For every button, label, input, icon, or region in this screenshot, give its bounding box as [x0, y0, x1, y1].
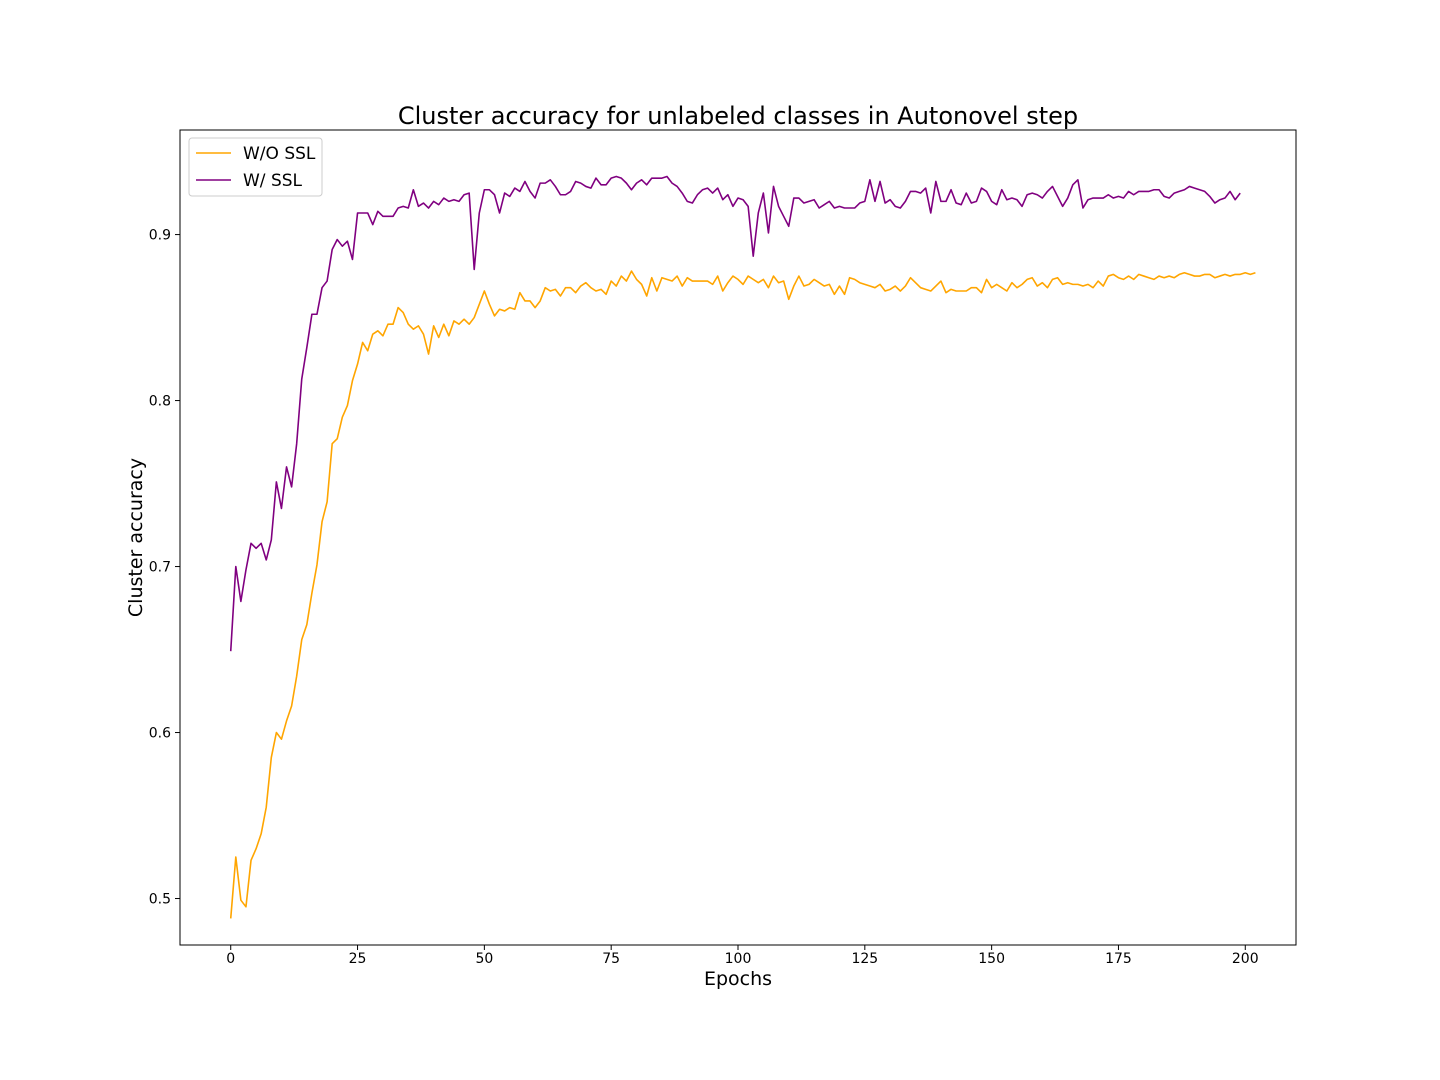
- y-tick-label: 0.8: [149, 394, 171, 410]
- y-tick-label: 0.7: [149, 560, 171, 576]
- x-tick-label: 175: [1105, 951, 1132, 967]
- y-tick-label: 0.5: [149, 892, 171, 908]
- legend-label: W/O SSL: [243, 144, 316, 164]
- x-tick-label: 75: [602, 951, 620, 967]
- series-line-1: [229, 175, 1241, 652]
- x-tick-label: 50: [475, 951, 493, 967]
- y-axis-label: Cluster accuracy: [125, 458, 147, 617]
- x-axis-label: Epochs: [704, 968, 772, 990]
- series-layer: [229, 175, 1256, 919]
- x-tick-label: 200: [1232, 951, 1259, 967]
- x-tick-label: 0: [226, 951, 235, 967]
- y-axis: 0.5 0.6 0.7 0.8 0.9: [149, 228, 180, 908]
- x-tick-label: 150: [978, 951, 1005, 967]
- x-axis: 0 25 50 75 100 125 150 175 200: [226, 945, 1259, 967]
- legend: W/O SSL W/ SSL: [188, 137, 323, 197]
- x-tick-label: 125: [851, 951, 878, 967]
- y-tick-label: 0.6: [149, 726, 171, 742]
- legend-label: W/ SSL: [243, 171, 303, 191]
- x-tick-label: 25: [349, 951, 367, 967]
- y-tick-label: 0.9: [149, 228, 171, 244]
- chart-title: Cluster accuracy for unlabeled classes i…: [398, 102, 1078, 130]
- x-tick-label: 100: [725, 951, 752, 967]
- series-line-0: [229, 270, 1256, 919]
